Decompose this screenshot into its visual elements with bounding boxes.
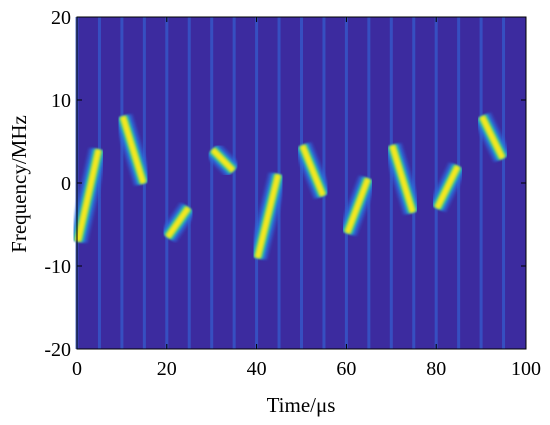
pulse-2 [113, 17, 153, 349]
x-tick-label: 100 [511, 358, 541, 380]
pulse-7-ridge-layer-5 [345, 177, 371, 234]
y-tick-label: 10 [51, 90, 71, 112]
plot-area [68, 17, 526, 349]
x-tick-label: 20 [157, 358, 177, 380]
y-tick-label: -20 [44, 339, 71, 361]
pulse-9-ridge-layer-5 [434, 165, 460, 210]
x-tick-label: 0 [72, 358, 82, 380]
y-tick-label: 0 [61, 173, 71, 195]
x-axis-label: Time/μs [267, 393, 336, 417]
y-tick-label: 20 [51, 7, 71, 29]
pulse-9 [428, 17, 467, 349]
pulse-6 [293, 17, 333, 349]
pulse-4 [205, 17, 241, 349]
pulse-10 [473, 17, 512, 349]
pulse-2-ridge-layer-5 [120, 115, 146, 184]
pulse-3-ridge-layer-5 [165, 206, 191, 239]
y-tick-label: -10 [44, 256, 71, 278]
pulse-4-ridge-layer-5 [210, 148, 235, 173]
pulse-5 [247, 17, 288, 349]
pulse-7 [338, 17, 378, 349]
pulse-1-ridge-layer-5 [75, 149, 101, 242]
x-tick-label: 40 [247, 358, 267, 380]
pulse-10-ridge-layer-5 [479, 115, 505, 160]
pulse-3 [159, 17, 197, 349]
x-tick-label: 60 [336, 358, 356, 380]
pulse-6-ridge-layer-5 [300, 144, 326, 197]
pulse-5-ridge-layer-5 [255, 174, 281, 259]
pulse-8 [382, 17, 423, 349]
x-tick-label: 80 [426, 358, 446, 380]
pulse-8-ridge-layer-5 [389, 144, 416, 213]
y-axis-label: Frequency/MHz [7, 115, 31, 253]
